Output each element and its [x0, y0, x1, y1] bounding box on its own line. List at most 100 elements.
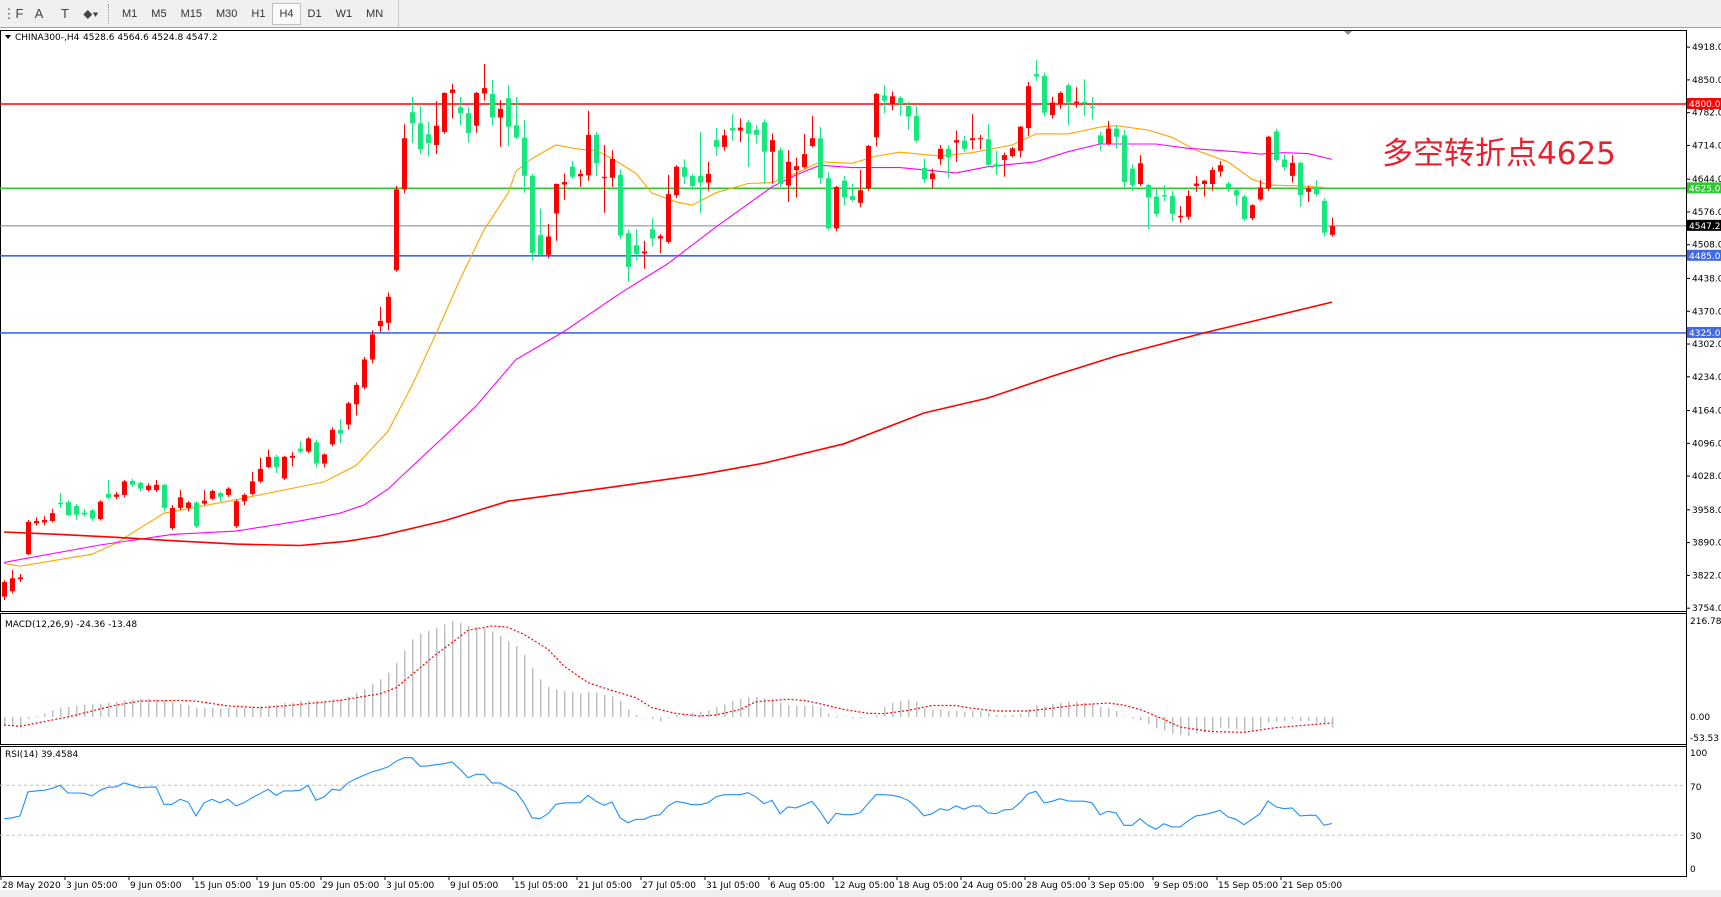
candle-body — [458, 107, 463, 114]
level-line-4800-tag — [1687, 98, 1721, 109]
time-label: 15 Sep 05:00 — [1218, 881, 1278, 891]
candle — [322, 453, 327, 468]
candle — [450, 83, 455, 119]
macd-histogram-bar — [12, 717, 14, 726]
candle — [138, 481, 143, 492]
candle-body — [402, 138, 407, 190]
macd-histogram-bar — [1116, 710, 1118, 717]
candle-body — [58, 502, 63, 505]
candle-body — [234, 501, 239, 527]
candle — [690, 173, 695, 190]
macd-histogram-bar — [1052, 703, 1054, 717]
candle — [1098, 131, 1103, 151]
macd-histogram-bar — [100, 703, 102, 717]
macd-histogram-bar — [76, 706, 78, 717]
candle — [754, 125, 759, 144]
candle — [1306, 185, 1311, 202]
timeframe-d1-button[interactable]: D1 — [307, 7, 322, 20]
timeframe-m5-button[interactable]: M5 — [151, 7, 167, 20]
macd-histogram-bar — [684, 714, 686, 717]
candle-body — [674, 166, 679, 196]
toolbar-separator — [108, 3, 111, 24]
macd-histogram-bar — [516, 646, 518, 717]
chart-shift-marker-icon[interactable] — [1344, 31, 1352, 35]
candle-body — [18, 577, 23, 580]
macd-histogram-bar — [180, 703, 182, 717]
macd-histogram-bar — [532, 667, 534, 717]
macd-histogram-bar — [1164, 717, 1166, 731]
macd-histogram-bar — [252, 706, 254, 717]
candle — [858, 170, 863, 208]
macd-histogram-bar — [596, 692, 598, 717]
text-label-icon[interactable]: A — [34, 6, 44, 21]
candle-body — [722, 135, 727, 147]
candle-body — [1050, 102, 1055, 116]
time-label: 28 Aug 05:00 — [1026, 881, 1087, 891]
macd-histogram-bar — [988, 712, 990, 717]
time-label: 24 Aug 05:00 — [962, 881, 1023, 891]
macd-histogram-bar — [740, 698, 742, 717]
macd-histogram-bar — [1276, 717, 1278, 722]
timeframe-m15-button[interactable]: M15 — [180, 7, 202, 20]
macd-histogram-bar — [156, 699, 158, 717]
collapse-triangle-icon[interactable] — [5, 35, 11, 39]
price-tick-label: 4234.0 — [1692, 373, 1721, 383]
candle — [530, 173, 535, 261]
candle-body — [1314, 187, 1319, 195]
macd-histogram-bar — [756, 696, 758, 717]
candle — [1330, 217, 1335, 237]
macd-histogram-bar — [428, 631, 430, 717]
macd-histogram-bar — [212, 707, 214, 717]
macd-histogram-bar — [372, 683, 374, 717]
moving-averages — [3, 125, 1333, 567]
candle-body — [50, 513, 55, 521]
chart-header: CHINA300-,H4 4528.6 4564.6 4524.8 4547.2… — [5, 31, 1352, 760]
candle-body — [1250, 205, 1255, 219]
candle — [1146, 183, 1151, 230]
candle — [874, 92, 879, 147]
timeframe-h1-button[interactable]: H1 — [251, 7, 266, 20]
macd-histogram-bar — [1092, 703, 1094, 717]
price-tick-label: 4028.0 — [1692, 472, 1721, 482]
timeframe-w1-button[interactable]: W1 — [335, 7, 353, 20]
time-label: 9 Jun 05:00 — [130, 881, 182, 891]
grid-fonts-icon[interactable]: ⋮F — [2, 5, 24, 21]
timeframe-m1-button[interactable]: M1 — [122, 7, 138, 20]
candle — [354, 382, 359, 416]
candle — [1082, 79, 1087, 117]
macd-histogram-bar — [772, 699, 774, 717]
candle — [658, 234, 663, 253]
macd-histogram-bar — [356, 692, 358, 717]
candle — [898, 96, 903, 117]
timeframe-mn-button[interactable]: MN — [366, 7, 384, 20]
rsi-panel-frame — [0, 746, 1687, 877]
candle — [210, 489, 215, 501]
macd-histogram-bar — [548, 686, 550, 717]
candle — [290, 452, 295, 467]
drawing-tools-icon[interactable]: ⬥▾ — [83, 5, 99, 21]
candle — [378, 306, 383, 332]
candle-body — [754, 130, 759, 135]
candle — [810, 116, 815, 148]
macd-histogram-bar — [220, 708, 222, 717]
candle — [514, 96, 519, 140]
macd-histogram-bar — [564, 691, 566, 717]
candle-body — [346, 403, 351, 425]
macd-histogram-bar — [140, 698, 142, 717]
candle-body — [194, 502, 199, 527]
text-box-icon[interactable]: T — [61, 6, 69, 21]
candle — [682, 159, 687, 185]
candle — [298, 441, 303, 453]
candle-body — [1298, 162, 1303, 196]
candle-body — [178, 497, 183, 508]
timeframe-h4-button[interactable]: H4 — [272, 2, 301, 25]
timeframe-m30-button[interactable]: M30 — [215, 7, 238, 20]
candle — [482, 63, 487, 101]
candle — [834, 185, 839, 232]
macd-histogram-bar — [940, 709, 942, 717]
candle-body — [322, 454, 327, 464]
candlesticks — [2, 60, 1335, 600]
candle — [866, 144, 871, 191]
candle-body — [138, 482, 143, 489]
